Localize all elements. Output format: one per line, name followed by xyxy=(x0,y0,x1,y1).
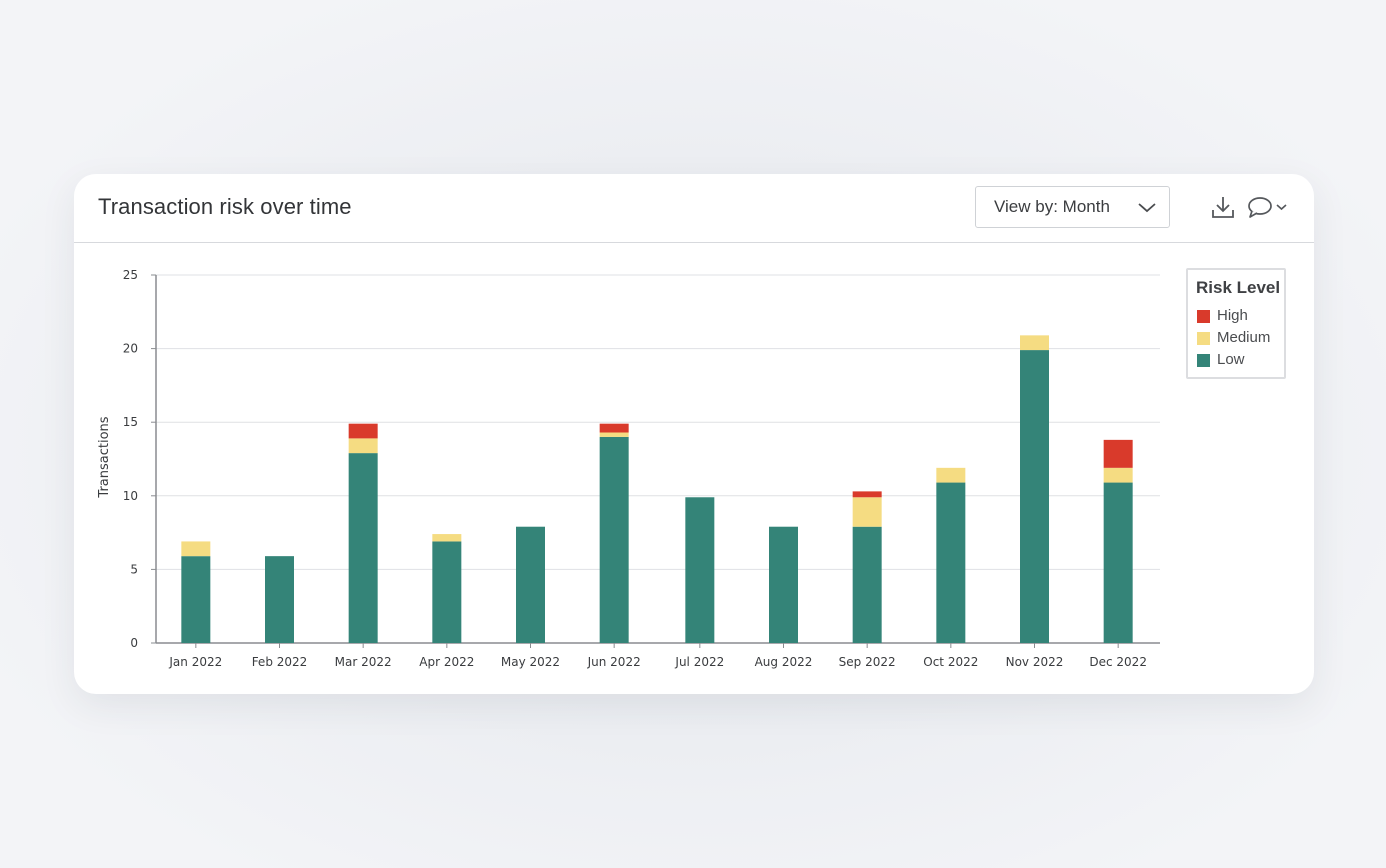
x-tick-label: Aug 2022 xyxy=(755,655,813,669)
x-tick-label: Mar 2022 xyxy=(335,655,392,669)
y-tick-label: 15 xyxy=(123,415,138,429)
bar-low-apr-2022 xyxy=(432,541,462,643)
bar-low-may-2022 xyxy=(516,526,545,643)
x-tick-label: Apr 2022 xyxy=(419,655,474,669)
y-tick-label: 25 xyxy=(123,268,138,282)
bar-low-aug-2022 xyxy=(769,526,798,643)
x-tick-label: Jul 2022 xyxy=(674,655,724,669)
x-tick-label: Nov 2022 xyxy=(1006,655,1064,669)
bar-medium-mar-2022 xyxy=(348,438,378,454)
y-tick-label: 10 xyxy=(123,489,138,503)
bar-high-jun-2022 xyxy=(599,423,629,433)
legend-title: Risk Level xyxy=(1196,278,1281,297)
card-header: Transaction risk over time View by: Mont… xyxy=(74,174,1314,243)
bar-medium-oct-2022 xyxy=(936,467,966,483)
bar-high-mar-2022 xyxy=(348,423,378,439)
x-tick-label: Oct 2022 xyxy=(923,655,978,669)
x-tick-label: Jan 2022 xyxy=(168,655,222,669)
bar-low-jul-2022 xyxy=(685,497,715,643)
x-tick-label: Feb 2022 xyxy=(252,655,308,669)
download-icon[interactable] xyxy=(1210,194,1236,220)
bar-low-nov-2022 xyxy=(1020,350,1049,643)
x-tick-label: Dec 2022 xyxy=(1089,655,1147,669)
legend-swatch-medium xyxy=(1197,332,1210,345)
x-tick-label: Sep 2022 xyxy=(839,655,896,669)
bar-medium-apr-2022 xyxy=(432,534,462,542)
bar-low-jan-2022 xyxy=(181,556,211,643)
chevron-down-icon xyxy=(1276,204,1287,211)
chevron-down-icon xyxy=(1138,203,1156,213)
transactions-bar-chart: 0 5 10 15 20 25 Transactions Jan 2022 Feb 2022 Ma… xyxy=(97,268,1160,669)
y-tick-label: 5 xyxy=(130,562,138,576)
bar-high-sep-2022 xyxy=(852,491,882,498)
bar-low-mar-2022 xyxy=(348,453,378,643)
bar-high-dec-2022 xyxy=(1103,439,1133,468)
legend: Risk Level High Medium Low xyxy=(1186,268,1286,379)
bar-low-feb-2022 xyxy=(265,556,294,643)
bar-medium-jun-2022 xyxy=(599,432,629,437)
bar-medium-dec-2022 xyxy=(1103,467,1133,483)
bar-low-dec-2022 xyxy=(1103,482,1133,643)
legend-swatch-low xyxy=(1197,354,1210,367)
y-tick-label: 0 xyxy=(130,636,138,650)
view-by-label: View by: Month xyxy=(994,197,1110,216)
legend-label-high: High xyxy=(1217,307,1248,324)
legend-label-low: Low xyxy=(1217,351,1245,368)
comment-icon[interactable] xyxy=(1246,196,1290,220)
x-tick-label: May 2022 xyxy=(501,655,560,669)
legend-label-medium: Medium xyxy=(1217,329,1271,346)
bar-medium-jan-2022 xyxy=(181,541,211,557)
y-tick-label: 20 xyxy=(123,342,138,356)
bar-medium-sep-2022 xyxy=(852,497,882,527)
legend-swatch-high xyxy=(1197,310,1210,323)
view-by-select[interactable]: View by: Month xyxy=(975,186,1170,228)
bar-low-sep-2022 xyxy=(852,526,882,643)
chart-title: Transaction risk over time xyxy=(98,194,352,219)
chart-card: Transaction risk over time View by: Mont… xyxy=(74,174,1314,694)
x-tick-label: Jun 2022 xyxy=(587,655,641,669)
bar-medium-nov-2022 xyxy=(1020,335,1049,351)
bar-low-jun-2022 xyxy=(599,436,629,643)
y-axis-label: Transactions xyxy=(97,416,112,498)
bar-low-oct-2022 xyxy=(936,482,966,643)
